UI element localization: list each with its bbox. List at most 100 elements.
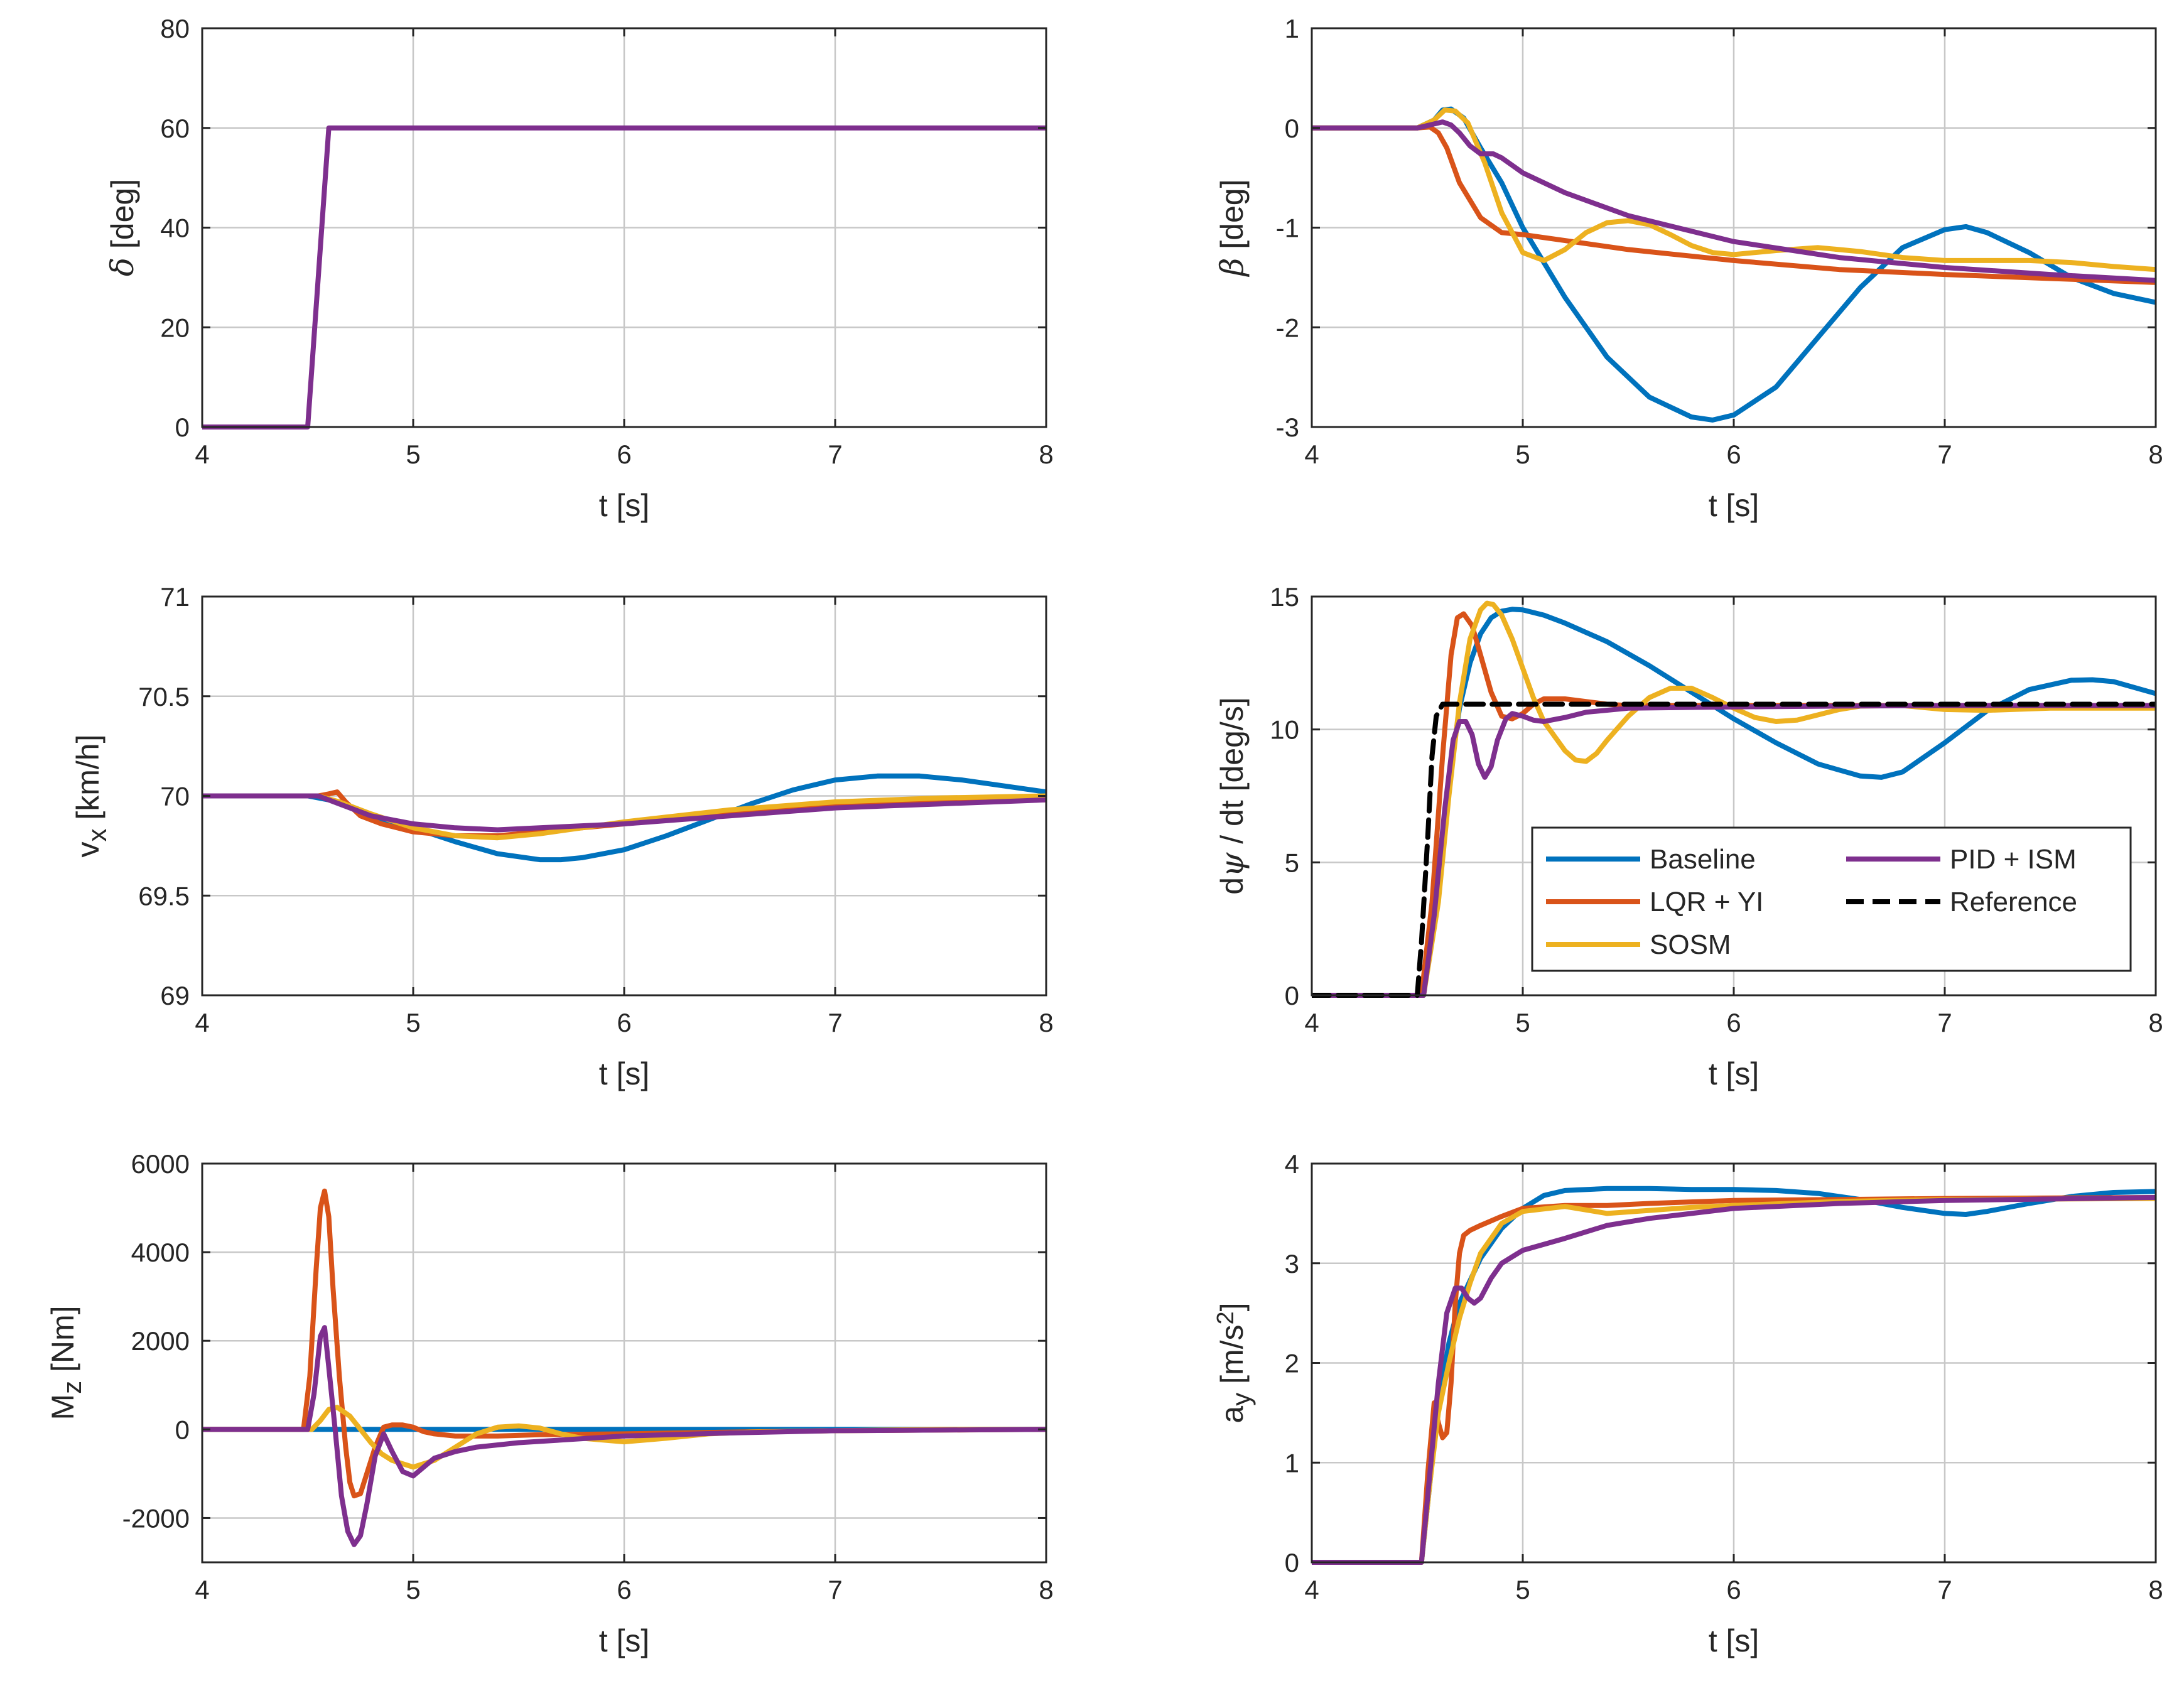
y-axis-label-part: δ — [104, 257, 141, 276]
x-tick-label: 8 — [2148, 440, 2163, 469]
x-tick-label: 4 — [195, 440, 209, 469]
x-tick-label: 6 — [1726, 440, 1741, 469]
panel-mz: 4 5 6 7 8 -2000 0 2000 4000 6000 t [s] Mz [Nm] — [45, 1149, 1054, 1658]
y-tick-label: 1 — [1285, 1448, 1299, 1478]
x-tick-label: 4 — [195, 1575, 209, 1604]
y-axis-label-part: β — [1214, 258, 1250, 278]
legend-label: SOSM — [1650, 929, 1731, 960]
y-axis-label-part: 2 — [1213, 1311, 1239, 1324]
y-axis-label-part: M — [45, 1394, 80, 1420]
y-tick-label: 6000 — [131, 1149, 190, 1179]
series-line-lqr-yi — [202, 1188, 1046, 1499]
y-axis-label: vx [km/h] — [70, 734, 112, 857]
y-tick-label: 0 — [1285, 114, 1299, 143]
y-axis-label-part: v — [70, 842, 105, 858]
y-axis-label: ay [m/s2] — [1213, 1302, 1256, 1423]
y-tick-label: 70 — [160, 782, 190, 811]
legend-label: PID + ISM — [1950, 844, 2077, 875]
y-tick-label: 0 — [175, 413, 190, 442]
y-tick-label: -2000 — [122, 1503, 190, 1533]
y-tick-label: 0 — [1285, 1548, 1299, 1577]
x-tick-label: 5 — [406, 440, 420, 469]
y-tick-label: 4000 — [131, 1238, 190, 1267]
y-tick-label: 15 — [1270, 582, 1299, 612]
y-axis-label-part: d — [1214, 877, 1250, 895]
y-tick-label: 69 — [160, 981, 190, 1010]
series-line-pid-ism — [202, 1325, 1046, 1547]
x-axis-label: t [s] — [1709, 488, 1760, 523]
series-group — [1312, 106, 2156, 423]
series-line-reference — [1312, 701, 2156, 998]
x-tick-label: 7 — [828, 1575, 842, 1604]
x-tick-label: 6 — [1726, 1575, 1741, 1604]
series-line-pid-ism — [202, 793, 1046, 833]
x-axis-label: t [s] — [1709, 1623, 1760, 1658]
y-tick-label: 40 — [160, 214, 190, 243]
y-tick-label: 2 — [1285, 1349, 1299, 1378]
legend: Baseline PID + ISM LQR + YI Reference SOSM — [1531, 826, 2132, 972]
legend-label: Reference — [1950, 887, 2077, 917]
series-line-pid-ism — [1312, 1195, 2156, 1565]
series-line-pid-ism — [1312, 119, 2156, 283]
panel-vx: 4 5 6 7 8 69 69.5 70 70.5 71 t [s] vx [km/h] — [70, 582, 1054, 1091]
panel-yawrate: 4 5 6 7 8 0 5 10 15 t [s] dψ / dt [deg/s] Baseline P… — [1214, 582, 2163, 1091]
series-group — [202, 773, 1046, 863]
series-line-sosm — [1312, 600, 2156, 998]
series-line-sosm — [1312, 107, 2156, 273]
x-tick-label: 5 — [406, 1008, 420, 1037]
y-tick-label: 60 — [160, 114, 190, 143]
y-tick-label: 20 — [160, 313, 190, 342]
x-tick-label: 8 — [1039, 1008, 1053, 1037]
series-group — [1312, 1186, 2156, 1565]
x-axis-label: t [s] — [1709, 1056, 1760, 1091]
y-tick-label: 1 — [1285, 14, 1299, 43]
y-axis-label-part: [Nm] — [45, 1305, 80, 1380]
y-tick-label: 10 — [1270, 715, 1299, 745]
x-tick-label: 7 — [828, 1008, 842, 1037]
x-tick-label: 5 — [1515, 1575, 1530, 1604]
y-tick-label: -3 — [1276, 413, 1299, 442]
x-tick-label: 7 — [1937, 1008, 1952, 1037]
y-tick-label: -1 — [1276, 214, 1299, 243]
x-tick-label: 5 — [1515, 1008, 1530, 1037]
y-axis-label-part: x — [82, 829, 112, 842]
x-tick-label: 8 — [2148, 1008, 2163, 1037]
y-axis-label-part: ] — [1214, 1302, 1250, 1311]
series-line-pid-ism — [1312, 703, 2156, 998]
y-tick-label: 0 — [1285, 981, 1299, 1010]
y-axis-label-part: [deg] — [105, 179, 140, 257]
x-tick-label: 7 — [828, 440, 842, 469]
y-tick-label: 3 — [1285, 1249, 1299, 1278]
y-tick-label: 4 — [1285, 1149, 1299, 1179]
y-axis-label-part: y — [1226, 1393, 1256, 1406]
series-group — [1312, 600, 2156, 998]
x-tick-label: 4 — [1304, 1575, 1319, 1604]
y-tick-label: -2 — [1276, 313, 1299, 342]
x-tick-label: 4 — [1304, 440, 1319, 469]
x-tick-label: 7 — [1937, 1575, 1952, 1604]
y-tick-label: 80 — [160, 14, 190, 43]
x-tick-label: 8 — [2148, 1575, 2163, 1604]
legend-label: Baseline — [1650, 844, 1756, 875]
series-group — [202, 1188, 1046, 1547]
y-tick-label: 5 — [1285, 848, 1299, 877]
y-axis-label-part: [deg] — [1214, 179, 1250, 257]
y-axis-label-part: z — [57, 1381, 87, 1394]
y-axis-label: Mz [Nm] — [45, 1305, 87, 1420]
x-axis-label: t [s] — [599, 1623, 650, 1658]
y-tick-label: 2000 — [131, 1326, 190, 1356]
x-tick-label: 4 — [195, 1008, 209, 1037]
x-tick-label: 6 — [617, 1008, 631, 1037]
y-axis-label-part: [m/s — [1214, 1324, 1250, 1392]
y-tick-label: 69.5 — [138, 881, 190, 911]
x-tick-label: 6 — [617, 1575, 631, 1604]
x-tick-label: 6 — [617, 440, 631, 469]
y-tick-label: 70.5 — [138, 682, 190, 711]
y-axis-label-part: ψ — [1214, 852, 1250, 877]
x-axis-label: t [s] — [599, 488, 650, 523]
y-tick-label: 0 — [175, 1415, 190, 1444]
y-axis-label-part: a — [1214, 1406, 1250, 1424]
